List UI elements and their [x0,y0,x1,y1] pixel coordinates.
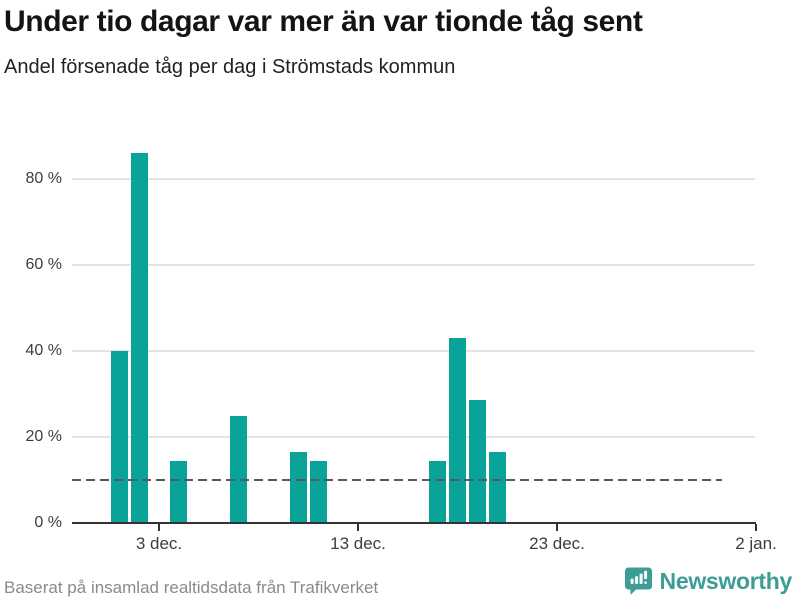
bar-7dec [230,415,248,523]
x-axis-tick-label: 2 jan. [735,534,777,553]
x-axis-tick-label: 13 dec. [330,534,386,553]
gridline-40 [72,350,755,352]
x-axis-tick-label: 23 dec. [529,534,585,553]
bar-4dec [170,460,188,523]
bar-19dec [468,400,486,523]
page-subtitle: Andel försenade tåg per dag i Strömstads… [4,56,456,78]
bar-2dec [130,153,148,523]
x-axis-tick-mark [755,524,757,531]
y-axis-tick-label: 40 % [25,342,62,359]
source-note: Baserat på insamlad realtidsdata från Tr… [4,578,379,597]
x-axis-line [72,522,756,524]
reference-line-10-percent [72,479,722,481]
x-axis-tick-mark [556,524,558,531]
y-axis-tick-label: 20 % [25,428,62,445]
x-axis-tick-label: 3 dec. [135,534,183,553]
y-axis-tick-label: 80 % [25,170,62,187]
newsworthy-logo: Newsworthy [624,566,792,596]
x-axis-tick-mark [158,524,160,531]
bar-18dec [449,338,466,523]
x-axis-tick-mark [357,524,359,531]
page-title: Under tio dagar var mer än var tionde tå… [4,5,643,38]
bar-10dec [289,452,307,523]
gridline-80 [72,178,755,180]
bar-20dec [488,452,506,523]
bar-11dec [309,460,327,523]
gridline-60 [72,264,755,266]
bar-1dec [110,351,128,523]
y-axis-tick-label: 0 % [34,514,62,531]
gridline-20 [72,436,755,438]
newsworthy-speech-bubble-chart-icon [624,566,653,596]
y-axis-tick-label: 60 % [25,256,62,273]
newsworthy-logo-text: Newsworthy [659,567,793,594]
bar-17dec [429,460,447,523]
